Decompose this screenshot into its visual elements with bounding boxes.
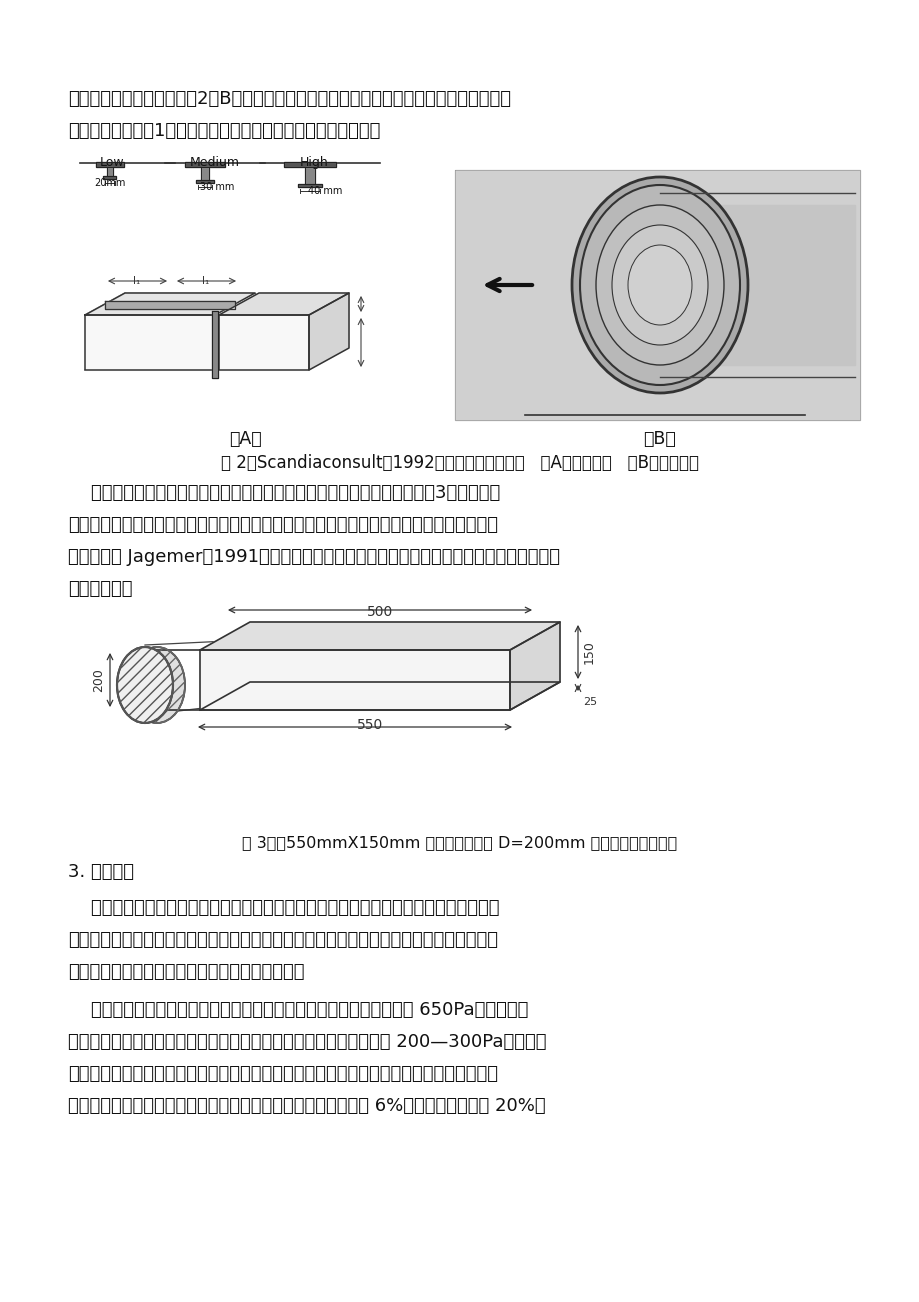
Text: 150: 150 (583, 641, 596, 664)
Polygon shape (103, 176, 117, 180)
Text: l₁: l₁ (133, 276, 141, 286)
Polygon shape (219, 293, 348, 315)
Text: 方案可以使风量的控制变得更加简单。同时安装费用也将大幅减小。虽然材料费用可能会有: 方案可以使风量的控制变得更加简单。同时安装费用也将大幅减小。虽然材料费用可能会有 (68, 516, 497, 534)
Text: 风管系统应尽量避免有大的压头损失。同时，漏风量也直接影响到风机的功率选择，根据风: 风管系统应尽量避免有大的压头损失。同时，漏风量也直接影响到风机的功率选择，根据风 (68, 1065, 497, 1083)
Text: 500: 500 (367, 605, 392, 618)
Polygon shape (298, 184, 322, 186)
Text: 20mm: 20mm (95, 178, 126, 187)
Text: 管是一样的。: 管是一样的。 (68, 579, 132, 598)
Text: 在通常情况下，空调系统运行费用的最大部分为能源消耗。能源费用包括加热或冷却空: 在通常情况下，空调系统运行费用的最大部分为能源消耗。能源费用包括加热或冷却空 (68, 898, 499, 917)
Text: Low: Low (100, 156, 124, 169)
Text: 对于风管系统，风机是循环动力的提供者，风机的风压一般不会超过 650Pa。除去空气: 对于风管系统，风机是循环动力的提供者，风机的风压一般不会超过 650Pa。除去空… (68, 1001, 528, 1019)
Polygon shape (283, 161, 336, 167)
Ellipse shape (596, 204, 723, 365)
Text: 所增加，但 Jagemer（1991）的一项调查结果表明，在此方案下，初投资总额几乎和矩形风: 所增加，但 Jagemer（1991）的一项调查结果表明，在此方案下，初投资总额… (68, 548, 560, 566)
Text: 40 mm: 40 mm (308, 186, 342, 195)
Polygon shape (85, 293, 255, 315)
Text: 气及将这些空气传送到末端的设备所消耗的能源。如果整个风管系统被良好地进行了保温，: 气及将这些空气传送到末端的设备所消耗的能源。如果整个风管系统被良好地进行了保温， (68, 931, 497, 949)
Text: 25: 25 (583, 697, 596, 707)
Text: （A）: （A） (229, 430, 261, 448)
Text: 处理机组的末端设备的压力损失，整个风管系统可利用的压头大约为 200—300Pa。因此，: 处理机组的末端设备的压力损失，整个风管系统可利用的压头大约为 200—300Pa… (68, 1032, 546, 1051)
Polygon shape (305, 167, 314, 184)
Text: 200: 200 (92, 668, 105, 691)
Polygon shape (509, 622, 560, 710)
Polygon shape (201, 167, 209, 180)
Polygon shape (309, 293, 348, 370)
Text: l₁: l₁ (202, 276, 210, 286)
Polygon shape (199, 682, 560, 710)
Polygon shape (85, 315, 215, 370)
Ellipse shape (572, 177, 747, 393)
Ellipse shape (628, 245, 691, 326)
Polygon shape (105, 301, 234, 309)
Polygon shape (219, 315, 309, 370)
Text: 3. 运行费用: 3. 运行费用 (68, 863, 134, 881)
Polygon shape (96, 161, 124, 167)
Text: 30 mm: 30 mm (199, 181, 234, 191)
Polygon shape (199, 622, 560, 650)
Text: 550: 550 (357, 717, 382, 732)
Polygon shape (455, 171, 859, 421)
Polygon shape (125, 293, 255, 348)
Text: 此对于长宽比接近1的矩形风道，圆形风管的优点是无法替代的。: 此对于长宽比接近1的矩形风道，圆形风管的优点是无法替代的。 (68, 122, 380, 141)
Polygon shape (199, 650, 509, 710)
Polygon shape (196, 180, 214, 182)
Text: 图 3：－550mmX150mm 的矩形风管为两 D=200mm 的圆形风管替代方案: 图 3：－550mmX150mm 的矩形风管为两 D=200mm 的圆形风管替代… (242, 835, 677, 850)
Text: （B）: （B） (643, 430, 675, 448)
Ellipse shape (117, 647, 173, 723)
Text: High: High (300, 156, 328, 169)
Text: 则风管漏风量成为多余能源消耗的一个重要来源。: 则风管漏风量成为多余能源消耗的一个重要来源。 (68, 963, 304, 980)
Polygon shape (211, 311, 218, 378)
Text: 机定理，风机功率与风量的三次方成正比，即如果风管漏风率为 6%，风机功率将增加 20%，: 机定理，风机功率与风量的三次方成正比，即如果风管漏风率为 6%，风机功率将增加 … (68, 1098, 545, 1115)
Polygon shape (640, 204, 854, 365)
Polygon shape (108, 167, 112, 176)
Ellipse shape (129, 647, 185, 723)
Text: 图 2：Scandiaconsult（1992）风管连接方案比较   （A）矩形风管   （B）圆形风管: 图 2：Scandiaconsult（1992）风管连接方案比较 （A）矩形风管… (221, 454, 698, 473)
Text: 用标准话的柔性联结，见图2（B），这种方法不仅不需要多余空间，而且更加易于安装。因: 用标准话的柔性联结，见图2（B），这种方法不仅不需要多余空间，而且更加易于安装。… (68, 90, 510, 108)
Ellipse shape (611, 225, 708, 345)
Polygon shape (185, 161, 224, 167)
Text: Medium: Medium (190, 156, 240, 169)
Ellipse shape (579, 185, 739, 385)
Text: 对于有着大长宽比的矩形风管，则可以采用几根圆形风管进行替代，见图3，这种替代: 对于有着大长宽比的矩形风管，则可以采用几根圆形风管进行替代，见图3，这种替代 (68, 484, 500, 503)
